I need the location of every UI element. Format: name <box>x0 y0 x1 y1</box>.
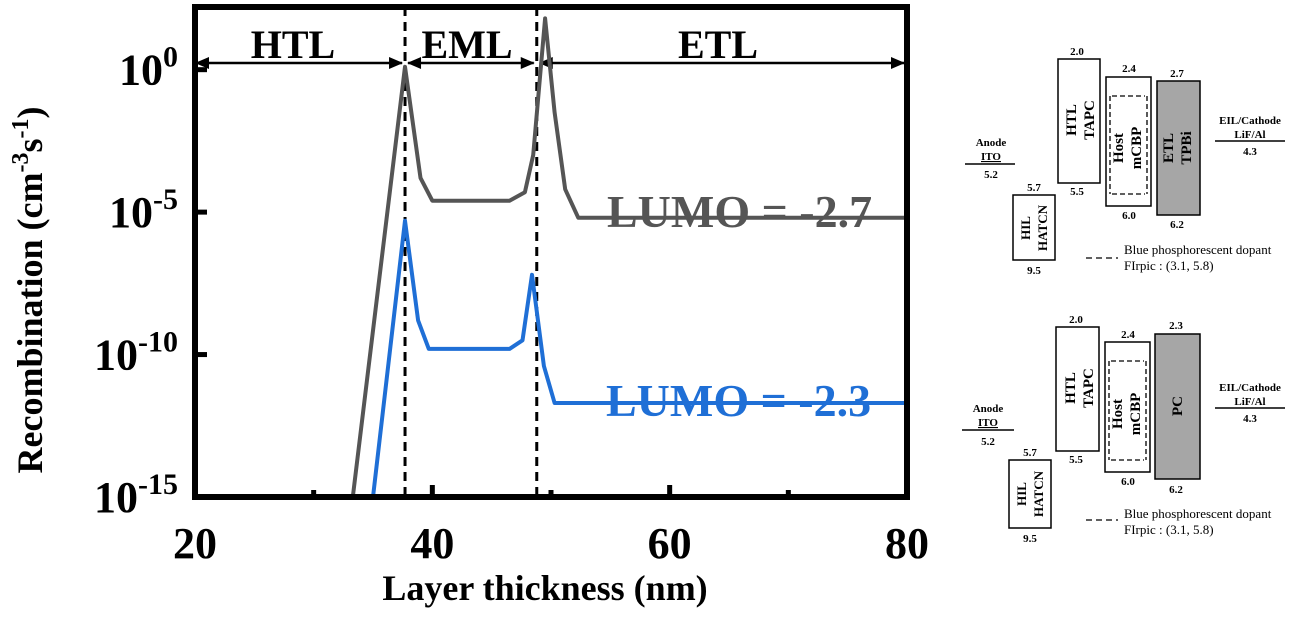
region-arrowhead-right-etl <box>891 57 905 69</box>
htl-box <box>1057 58 1101 184</box>
cathode-value: 4.3 <box>1243 413 1257 425</box>
etl-top-value: 2.3 <box>1169 320 1183 332</box>
x-axis-title: Layer thickness (nm) <box>382 568 707 608</box>
etl-box <box>1156 80 1201 216</box>
htl-name: HTL <box>1063 372 1079 404</box>
anode-value: 5.2 <box>984 169 998 181</box>
host-bottom-value: 6.0 <box>1122 210 1136 222</box>
etl-material: TPBi <box>1179 131 1195 164</box>
anode-material: ITO <box>978 417 998 429</box>
series-label-lumo-2.7: LUMO = -2.7 <box>607 186 872 237</box>
htl-top-value: 2.0 <box>1070 46 1084 58</box>
hil-name: HIL <box>1018 216 1033 240</box>
y-tick-label--10: 10-10 <box>94 326 178 380</box>
host-bottom-value: 6.0 <box>1121 476 1135 488</box>
hil-bottom-value: 9.5 <box>1027 265 1041 277</box>
dopant-legend-energy: FIrpic : (3.1, 5.8) <box>1124 522 1214 537</box>
htl-bottom-value: 5.5 <box>1069 454 1083 466</box>
anode-label: Anode <box>976 137 1007 149</box>
cathode-label: EIL/Cathode <box>1219 382 1281 394</box>
host-top-value: 2.4 <box>1121 329 1135 341</box>
etl-bottom-value: 6.2 <box>1169 484 1183 496</box>
htl-name: HTL <box>1064 104 1080 136</box>
etl-box <box>1154 333 1201 480</box>
anode-value: 5.2 <box>981 436 995 448</box>
etl-name: ETL <box>1161 133 1177 163</box>
anode-material: ITO <box>981 151 1001 163</box>
host-name: Host <box>1111 133 1127 163</box>
host-material: mCBP <box>1128 393 1144 436</box>
series-line-0 <box>350 16 907 498</box>
region-label-etl: ETL <box>678 22 758 67</box>
x-tick-label-60: 60 <box>648 519 692 568</box>
hil-box <box>1008 459 1052 529</box>
cathode-value: 4.3 <box>1243 146 1257 158</box>
anode-label: Anode <box>973 403 1004 415</box>
region-label-htl: HTL <box>251 22 335 67</box>
y-tick-label--5: 10-5 <box>109 183 178 237</box>
energy-level-diagram-bottom: Anode ITO 5.2 5.7 HIL HATCN 9.5 2.0 HTL … <box>962 314 1285 545</box>
region-arrowhead-left-htl <box>195 57 209 69</box>
cathode-material: LiF/Al <box>1234 396 1265 408</box>
region-arrowhead-left-eml <box>407 57 422 69</box>
series-line-1 <box>371 218 907 498</box>
host-top-value: 2.4 <box>1122 63 1136 75</box>
etl-bottom-value: 6.2 <box>1170 219 1184 231</box>
host-box <box>1105 76 1152 207</box>
htl-material: TAPC <box>1082 100 1098 140</box>
region-label-eml: EML <box>421 22 512 67</box>
hil-top-value: 5.7 <box>1023 447 1037 459</box>
host-box <box>1104 341 1151 473</box>
etl-top-value: 2.7 <box>1170 68 1184 80</box>
hil-bottom-value: 9.5 <box>1023 533 1037 545</box>
etl-name: PC <box>1170 396 1186 416</box>
hil-material: HATCN <box>1031 470 1046 517</box>
htl-box <box>1055 326 1100 452</box>
hil-box <box>1012 194 1056 261</box>
plot-area: 20 40 60 80 100 10-5 10-10 10-15 <box>94 4 929 568</box>
hil-material: HATCN <box>1035 204 1050 251</box>
dopant-legend-text: Blue phosphorescent dopant <box>1124 506 1272 521</box>
htl-top-value: 2.0 <box>1069 314 1083 326</box>
region-arrowhead-right-htl <box>389 57 404 69</box>
region-arrowhead-right-eml <box>520 57 535 69</box>
series-label-lumo-2.3: LUMO = -2.3 <box>606 375 871 426</box>
x-tick-label-40: 40 <box>410 519 454 568</box>
x-tick-label-20: 20 <box>173 519 217 568</box>
x-tick-label-80: 80 <box>885 519 929 568</box>
energy-level-diagram-top: Anode ITO 5.2 5.7 HIL HATCN 9.5 2.0 HTL … <box>965 46 1285 277</box>
host-material: mCBP <box>1129 127 1145 170</box>
cathode-label: EIL/Cathode <box>1219 115 1281 127</box>
dopant-legend-energy: FIrpic : (3.1, 5.8) <box>1124 258 1214 273</box>
hil-name: HIL <box>1014 482 1029 506</box>
y-axis-title: Recombination (cm-3s-1) <box>8 107 50 474</box>
dopant-legend-text: Blue phosphorescent dopant <box>1124 242 1272 257</box>
y-tick-label--15: 10-15 <box>94 468 178 522</box>
htl-bottom-value: 5.5 <box>1070 186 1084 198</box>
host-name: Host <box>1110 399 1126 429</box>
htl-material: TAPC <box>1081 368 1097 408</box>
y-tick-label-0: 100 <box>119 41 178 95</box>
hil-top-value: 5.7 <box>1027 182 1041 194</box>
cathode-material: LiF/Al <box>1234 129 1265 141</box>
